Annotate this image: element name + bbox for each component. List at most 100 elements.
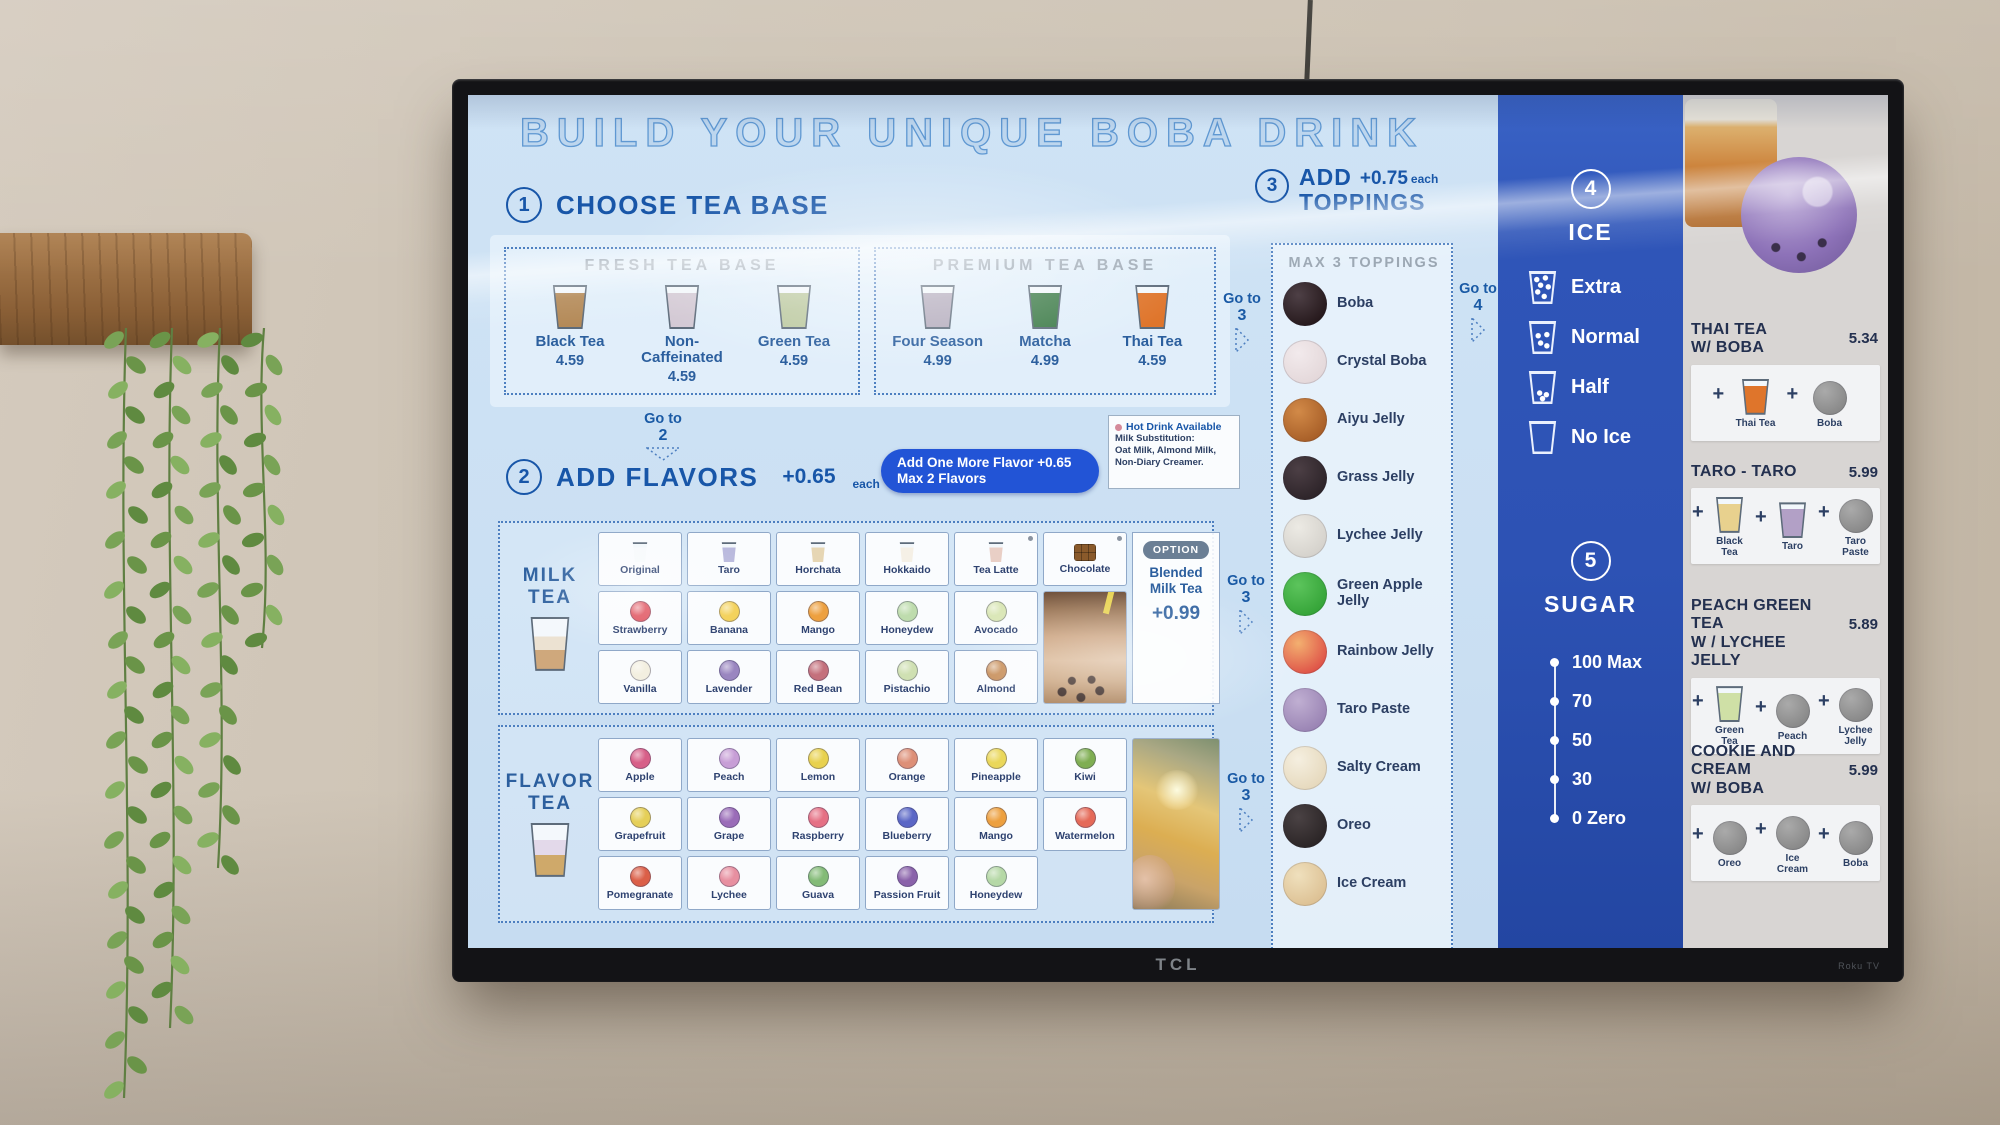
featured-title-line1: COOKIE AND CREAM [1691,743,1796,779]
toppings-panel: MAX 3 TOPPINGS Boba Crystal Boba [1271,243,1453,948]
flavor-card: Almond [954,650,1038,704]
flavor-icon [985,806,1007,828]
topping-icon [1283,862,1327,906]
flavor-icon [807,806,829,828]
sugar-dot-icon [1550,697,1559,706]
flavor-label: Grapefruit [614,829,666,842]
flavor-label: Grape [713,829,745,842]
component-label: Thai Tea [1735,417,1776,429]
flavor-card: Tea Latte [954,532,1038,586]
tea-cup-icon [920,285,955,329]
flavor-label: Lavender [705,682,753,695]
sugar-level: 0 Zero [1550,799,1642,838]
flavor-card: Pineapple [954,738,1038,792]
menu-main-area: BUILD YOUR UNIQUE BOBA DRINK 1 CHOOSE TE… [468,95,1498,948]
tea-base-label: Thai Tea [1122,333,1183,350]
tea-base-option: Thai Tea 4.59 [1100,285,1204,369]
premium-tea-base-box: PREMIUM TEA BASE Four Season 4.99 [874,247,1216,395]
tea-base-price: 4.99 [1030,352,1060,369]
topping-label: Salty Cream [1337,759,1421,776]
flavor-icon [899,542,915,563]
step5-title: SUGAR [1543,591,1638,617]
flavor-label: Vanilla [623,682,657,695]
component-label: Boba [1843,858,1868,870]
topping-item: Rainbow Jelly [1283,623,1445,681]
component-label: Ice Cream [1776,852,1809,875]
tea-base-option: Matcha 4.99 [993,285,1097,369]
featured-drink: PEACH GREEN TEA W / LYCHEE JELLY 5.89 [1691,597,1880,754]
topping-item: Aiyu Jelly [1283,391,1445,449]
tea-base-label: Green Tea [757,333,831,350]
topping-item: Salty Cream [1283,739,1445,797]
featured-recipe-card: Black Tea Taro [1691,488,1880,565]
hot-drink-note: Hot Drink Available Milk Substitution: O… [1108,415,1240,489]
flavor-card: Guava [776,856,860,910]
topping-icon [1283,804,1327,848]
flavor-card: Watermelon [1043,797,1127,851]
ice-option: Extra [1528,271,1640,304]
ice-option: Half [1528,371,1640,404]
featured-drink: TARO - TARO 5.99 Black Tea [1691,463,1880,565]
flavor-icon [807,600,829,622]
flavor-label: Original [620,564,660,577]
featured-title-line2: W/ BOBA [1691,779,1765,797]
flavor-label: Kiwi [1074,770,1096,783]
topping-item: Ice Cream [1283,855,1445,913]
tv-frame: BUILD YOUR UNIQUE BOBA DRINK 1 CHOOSE TE… [452,79,1904,982]
flavor-icon [721,542,737,563]
roku-tv-label: Roku TV [1838,961,1880,971]
flavor-card: Kiwi [1043,738,1127,792]
flavor-label: Avocado [974,623,1018,636]
flavor-card: Honeydew [865,591,949,645]
tea-cup-icon [1135,285,1170,329]
topping-item: Crystal Boba [1283,333,1445,391]
featured-price: 5.99 [1848,464,1878,481]
step4-title: ICE [1568,219,1613,245]
milk-tea-flavor-grid: OPTION Blended Milk Tea +0.99 Original [598,532,1220,704]
arrow-right-icon [1239,807,1253,833]
component-label: Green Tea [1715,725,1744,748]
flavor-icon [1074,747,1096,769]
flavor-label: Almond [976,682,1016,695]
sugar-dot-icon [1550,814,1559,823]
topping-icon [1283,456,1327,500]
hanging-plant-icon [104,328,285,1099]
flavor-label: Horchata [795,564,841,577]
tea-base-panel: FRESH TEA BASE Black Tea 4.59 [490,235,1230,407]
milk-tea-photo [1043,591,1127,704]
flavor-icon [896,600,918,622]
step3-title-line1: ADD [1299,164,1352,190]
flavor-icon [718,747,740,769]
taro-drink-photo [1741,157,1857,273]
page-title: BUILD YOUR UNIQUE BOBA DRINK [519,110,1425,155]
flavor-icon [807,865,829,887]
flavor-icon [629,659,651,681]
flavor-card: Taro [687,532,771,586]
tv-brand-logo: TCL [1155,955,1201,974]
arrow-right-icon [1239,609,1253,635]
tea-base-label: Matcha [1019,333,1071,350]
topping-icon [1283,572,1327,616]
sugar-level-label: 100 Max [1572,652,1643,672]
step2-price-unit: each [852,477,880,491]
goto-step2-arrow: Go to 2 [618,411,708,461]
featured-drink: COOKIE AND CREAM W/ BOBA 5.99 [1691,743,1880,882]
note-title: Hot Drink Available [1126,421,1222,433]
flavor-icon [896,747,918,769]
tv-bezel: TCL Roku TV [452,948,1904,982]
flavor-label: Honeydew [969,888,1023,901]
flavor-label: Passion Fruit [873,888,941,901]
topping-icon [1283,688,1327,732]
flavor-label: Apple [625,770,655,783]
ice-option-label: Half [1571,376,1609,398]
sugar-scale: 100 Max 70 50 [1550,643,1642,838]
menu-screen: BUILD YOUR UNIQUE BOBA DRINK 1 CHOOSE TE… [468,95,1888,948]
blended-option-box: OPTION Blended Milk Tea +0.99 [1132,532,1220,704]
featured-title-line1: TARO - TARO [1691,463,1797,480]
step1-header: 1 CHOOSE TEA BASE [506,187,829,223]
goto-step3-arrow: Go to 3 [1212,291,1272,353]
flavor-card: Red Bean [776,650,860,704]
flavor-icon [985,659,1007,681]
step2-title: ADD FLAVORS [556,461,759,492]
tea-base-price: 4.99 [923,352,952,369]
